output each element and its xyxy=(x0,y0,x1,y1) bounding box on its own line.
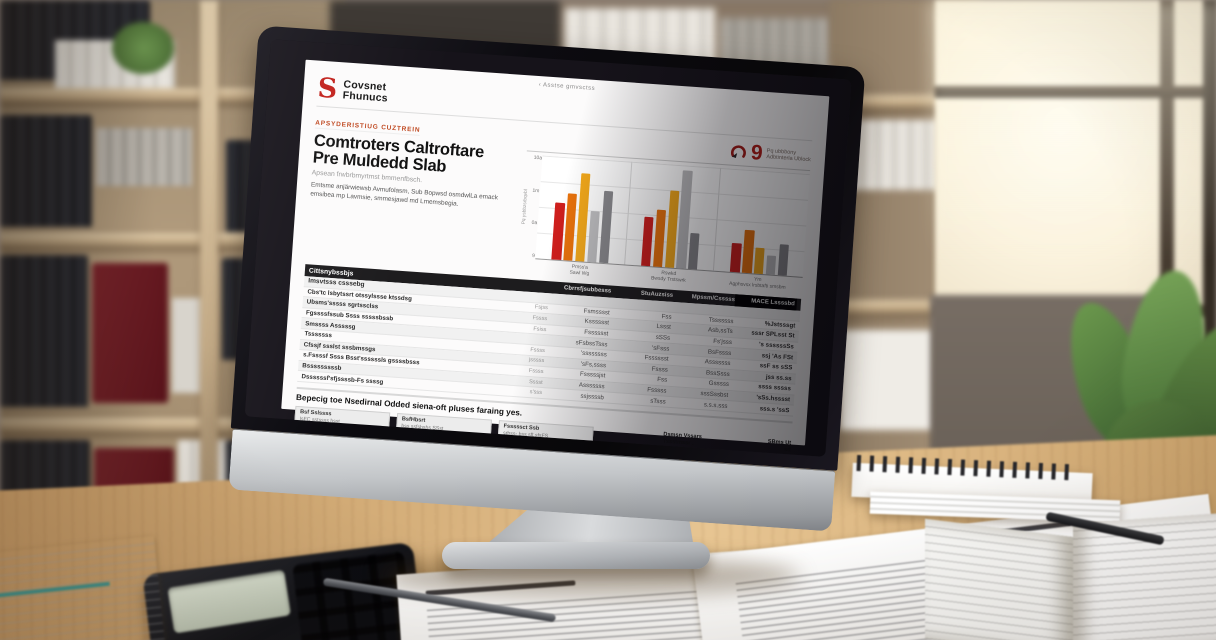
summary-label: Tssstmssr . xyxy=(662,438,694,447)
gray-books xyxy=(96,128,192,186)
binders-row3 xyxy=(0,255,88,407)
cell: s.s.s.sss xyxy=(703,400,728,410)
bar-group-3 xyxy=(713,167,810,277)
shelf-upright xyxy=(200,0,218,575)
cell: Fsiss xyxy=(533,325,547,333)
monitor-stand-base xyxy=(442,542,710,569)
cell: Fssss xyxy=(530,346,546,354)
brand-line2: Fhunucs xyxy=(342,89,389,105)
monitor-bezel: ‹ Asstse gmvsctss S Covsnet Fhunucs APSY… xyxy=(230,25,866,471)
bar-darkgray xyxy=(688,232,700,270)
brand-logo-icon: S xyxy=(316,72,339,105)
bar-darkgray xyxy=(598,190,614,264)
summary-value: Lsswrt ikt xyxy=(671,447,688,457)
open-book-left-page xyxy=(925,518,1075,640)
monitor-screen: ‹ Asstse gmvsctss S Covsnet Fhunucs APSY… xyxy=(244,39,852,457)
bar-lightgray xyxy=(765,255,777,275)
binders-mid xyxy=(0,115,92,227)
gauge-arrow-icon xyxy=(730,144,746,158)
cell: Sssst xyxy=(528,378,543,386)
cell: Fsjss xyxy=(534,304,549,312)
window-crossbar xyxy=(935,86,1216,98)
cell: Fssss xyxy=(528,367,544,375)
footer-box-1: Bsf Sslssss IsFC sstssss hsst xyxy=(294,405,391,434)
cell: s'sss xyxy=(529,389,543,397)
y-tick: 0a xyxy=(531,220,538,227)
y-tick: 10a xyxy=(533,154,543,162)
bar-red xyxy=(641,216,654,267)
chart-column: 9 Pq ubbbony Adbtinterla Ublock Pq ysbbz… xyxy=(519,126,812,291)
y-tick: 1m xyxy=(532,187,540,194)
y-tick: 9 xyxy=(531,252,536,260)
calculator-display xyxy=(167,569,292,634)
footer-box-2: BsfHbsrt bss ssfshshs SSst xyxy=(395,412,492,441)
cell xyxy=(672,307,734,311)
bar-red xyxy=(730,243,742,273)
footer-box-3: Fsssssct Ssb srbss- bss sft sfsFS xyxy=(497,420,594,448)
report-page: ‹ Asstse gmvsctss S Covsnet Fhunucs APSY… xyxy=(281,59,830,457)
bar-lightgray xyxy=(587,210,600,263)
cell: Fssss xyxy=(532,315,548,323)
cell: jsssss xyxy=(528,357,545,365)
score-caption: Pq ubbbony Adbtinterla Ublock xyxy=(766,148,811,164)
plot-area xyxy=(535,155,810,278)
bar-chart: Pq ysbbzsrbqvbl 10a 1m 0a 9 xyxy=(520,154,810,278)
bar-group-2 xyxy=(624,161,721,271)
white-books xyxy=(848,120,938,190)
bar-orange xyxy=(652,209,667,268)
monitor: ‹ Asstse gmvsctss S Covsnet Fhunucs APSY… xyxy=(227,25,866,532)
cell: sss.s 'ssS xyxy=(759,404,790,414)
bar-amber xyxy=(753,247,765,275)
open-book xyxy=(925,510,1216,640)
summary-row: Ims Lsswrt ikt xyxy=(661,446,688,457)
footer-summary: Dsmsn Vssars SBms Ut Tssstmssr . sd Ims … xyxy=(661,432,791,457)
cell xyxy=(505,295,549,298)
header-spacer xyxy=(505,284,549,287)
cell xyxy=(549,298,611,302)
article-column: APSYDERISTIUG CUZTREIN Comtroters Caltro… xyxy=(306,112,529,273)
cell: sTsss xyxy=(649,397,666,406)
cell xyxy=(610,302,672,306)
bar-orange xyxy=(742,229,755,274)
bar-red xyxy=(551,202,565,260)
summary-label: Ims xyxy=(662,446,672,454)
summary-value: sd xyxy=(783,446,791,454)
bar-group-1 xyxy=(535,155,632,265)
shelf-plant xyxy=(112,22,174,74)
score-badge: 9 Pq ubbbony Adbtinterla Ublock xyxy=(527,126,811,168)
brand-name: Covsnet Fhunucs xyxy=(342,78,389,105)
bar-darkgray xyxy=(777,244,789,276)
red-binder xyxy=(92,263,168,403)
cell xyxy=(734,311,796,315)
cell: ssjssssb xyxy=(580,392,605,401)
score-number: 9 xyxy=(750,141,764,165)
cell xyxy=(502,337,546,340)
report-main: APSYDERISTIUG CUZTREIN Comtroters Caltro… xyxy=(306,112,812,292)
